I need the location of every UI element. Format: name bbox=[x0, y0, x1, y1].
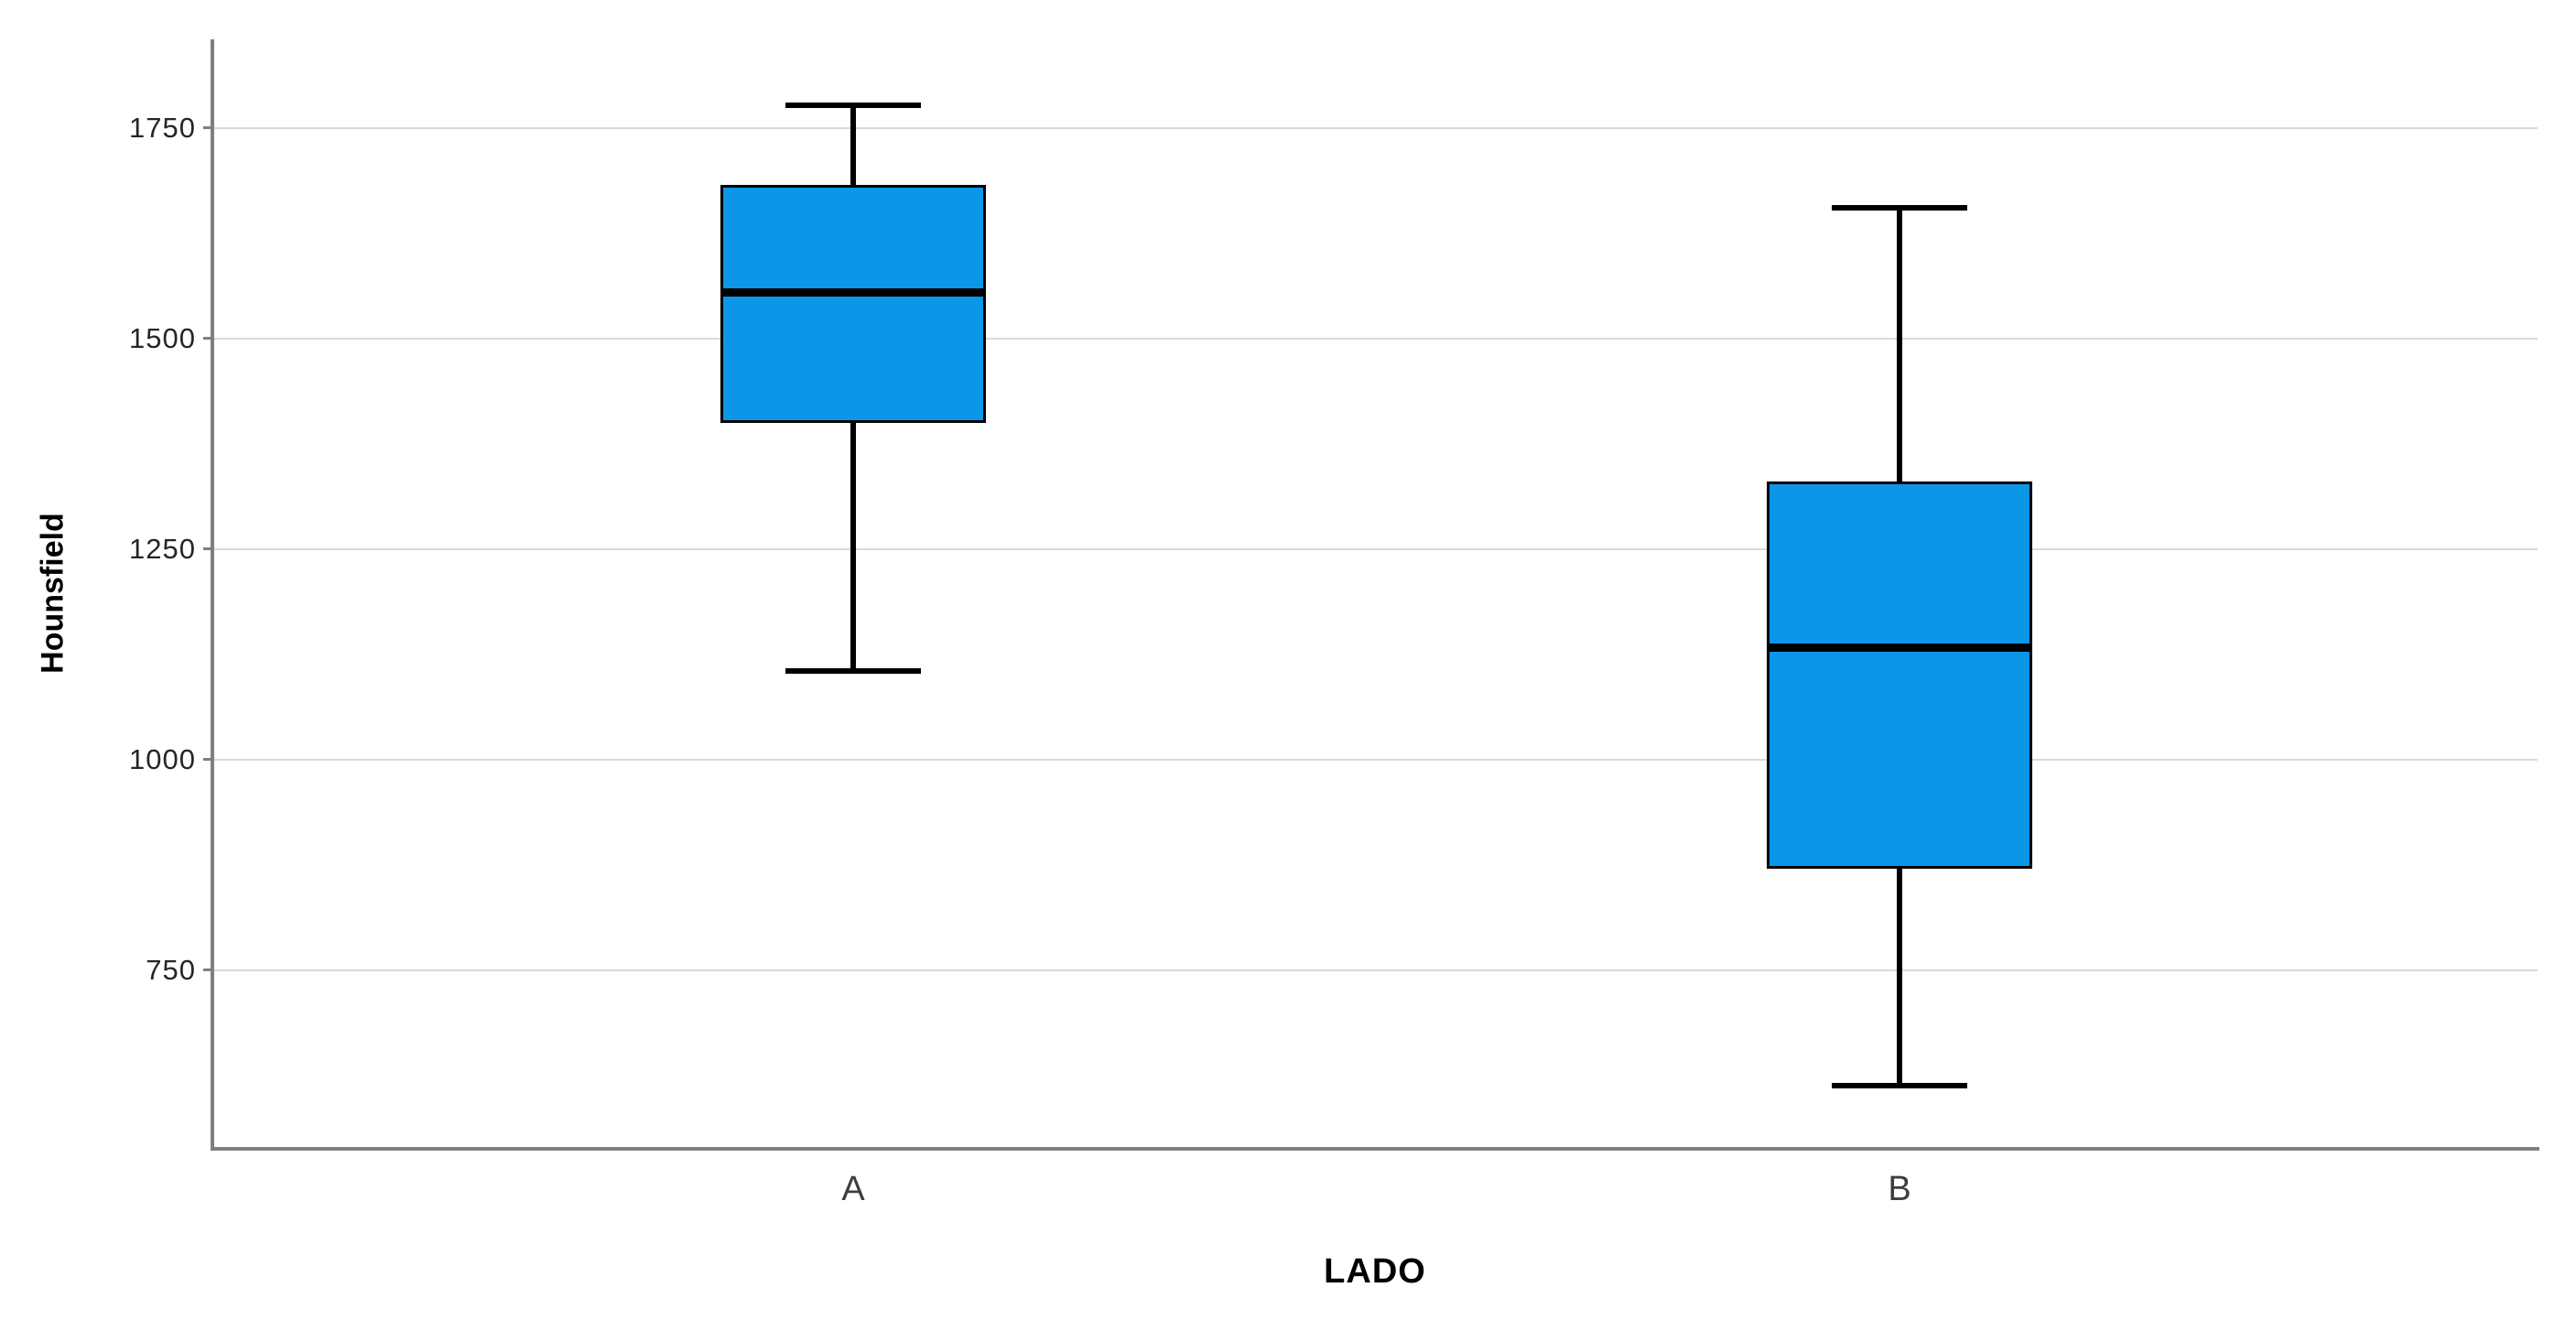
x-axis-line bbox=[211, 1147, 2539, 1151]
whisker-upper-cap bbox=[785, 102, 922, 108]
whisker-lower-cap bbox=[785, 668, 922, 675]
y-tick-mark bbox=[203, 126, 212, 130]
y-axis-line bbox=[211, 39, 214, 1150]
y-gridline bbox=[212, 968, 2538, 971]
y-gridline bbox=[212, 126, 2538, 129]
x-category-label: A bbox=[841, 1170, 865, 1208]
y-gridline bbox=[212, 547, 2538, 550]
whisker-lower-cap bbox=[1832, 1082, 1968, 1088]
y-gridline bbox=[212, 758, 2538, 761]
whisker-upper-cap bbox=[1832, 205, 1968, 211]
y-tick-mark bbox=[203, 968, 212, 972]
y-tick-label: 1000 bbox=[129, 742, 196, 775]
x-axis-title: LADO bbox=[1324, 1252, 1426, 1291]
median-line bbox=[723, 287, 984, 297]
y-gridline bbox=[212, 337, 2538, 340]
y-tick-mark bbox=[203, 758, 212, 762]
box-iqr bbox=[1767, 481, 2033, 870]
whisker-upper-stem bbox=[1897, 208, 1903, 482]
y-tick-mark bbox=[203, 547, 212, 551]
whisker-upper-stem bbox=[850, 104, 857, 186]
y-tick-label: 1500 bbox=[129, 321, 196, 354]
y-tick-mark bbox=[203, 337, 212, 341]
y-tick-label: 750 bbox=[146, 953, 196, 986]
whisker-lower-stem bbox=[850, 422, 857, 672]
box-iqr bbox=[720, 185, 987, 423]
y-tick-label: 1250 bbox=[129, 532, 196, 565]
median-line bbox=[1770, 643, 2030, 652]
y-axis-title: Hounsfield bbox=[35, 513, 70, 674]
x-category-label: B bbox=[1888, 1170, 1911, 1208]
whisker-lower-stem bbox=[1897, 869, 1903, 1086]
y-tick-label: 1750 bbox=[129, 111, 196, 144]
